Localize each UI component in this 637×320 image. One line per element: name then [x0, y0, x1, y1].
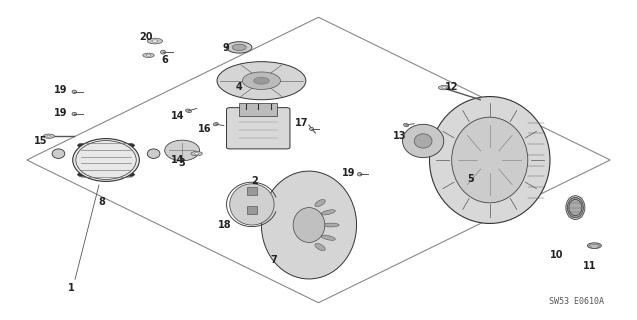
Ellipse shape [429, 97, 550, 223]
Ellipse shape [404, 124, 408, 127]
Ellipse shape [438, 85, 450, 90]
Circle shape [238, 43, 241, 44]
Text: 16: 16 [197, 124, 211, 134]
Ellipse shape [217, 62, 306, 100]
Ellipse shape [194, 153, 199, 155]
Circle shape [78, 173, 85, 177]
Ellipse shape [293, 208, 325, 243]
Circle shape [274, 247, 284, 252]
Text: 11: 11 [583, 261, 597, 271]
Bar [247, 206, 257, 214]
Ellipse shape [452, 117, 528, 203]
Ellipse shape [43, 134, 55, 138]
Ellipse shape [323, 223, 339, 227]
Circle shape [315, 183, 326, 188]
Ellipse shape [72, 112, 76, 116]
Ellipse shape [165, 140, 199, 161]
Ellipse shape [72, 90, 76, 93]
Ellipse shape [185, 109, 191, 113]
Text: 19: 19 [54, 108, 68, 118]
Ellipse shape [357, 172, 362, 176]
FancyBboxPatch shape [227, 108, 290, 149]
Ellipse shape [321, 210, 335, 215]
Ellipse shape [414, 134, 432, 148]
Text: 7: 7 [271, 255, 278, 265]
Bar [247, 187, 257, 195]
Ellipse shape [568, 197, 583, 218]
Circle shape [238, 50, 241, 52]
Circle shape [246, 46, 249, 48]
Ellipse shape [566, 196, 585, 220]
Ellipse shape [254, 77, 269, 84]
Circle shape [427, 149, 434, 153]
Ellipse shape [315, 199, 326, 207]
Ellipse shape [569, 199, 582, 216]
Text: 18: 18 [218, 220, 231, 230]
Circle shape [480, 155, 499, 165]
Circle shape [568, 204, 583, 212]
Circle shape [405, 140, 412, 142]
Ellipse shape [191, 151, 203, 156]
Ellipse shape [310, 127, 313, 131]
Ellipse shape [143, 53, 154, 58]
Circle shape [78, 143, 85, 147]
Circle shape [127, 173, 134, 177]
Ellipse shape [442, 87, 447, 89]
Text: 14: 14 [171, 155, 185, 165]
Circle shape [315, 262, 326, 267]
Ellipse shape [73, 139, 140, 181]
Ellipse shape [47, 135, 51, 137]
Ellipse shape [52, 149, 65, 158]
Text: 1: 1 [68, 284, 75, 293]
Bar [240, 103, 277, 116]
Text: 4: 4 [236, 82, 243, 92]
Circle shape [229, 46, 233, 48]
Text: 12: 12 [445, 82, 459, 92]
Text: 2: 2 [252, 176, 259, 186]
Text: SW53 E0610A: SW53 E0610A [549, 297, 604, 306]
Circle shape [427, 129, 434, 132]
Circle shape [127, 143, 134, 147]
Circle shape [341, 222, 351, 228]
Circle shape [243, 49, 247, 51]
Text: 13: 13 [393, 131, 406, 141]
Ellipse shape [315, 244, 326, 251]
Ellipse shape [243, 72, 280, 89]
Text: 19: 19 [54, 85, 68, 95]
Circle shape [231, 49, 235, 51]
Text: 19: 19 [342, 168, 355, 178]
Text: 8: 8 [98, 197, 105, 207]
Text: 9: 9 [222, 43, 229, 53]
Text: 17: 17 [296, 117, 309, 128]
Circle shape [231, 44, 235, 46]
Circle shape [243, 44, 247, 46]
Ellipse shape [227, 42, 252, 53]
Text: 20: 20 [140, 32, 153, 42]
Ellipse shape [147, 38, 162, 44]
Text: 3: 3 [179, 158, 185, 168]
Ellipse shape [261, 171, 357, 279]
Text: 5: 5 [468, 174, 474, 184]
Ellipse shape [76, 140, 136, 180]
Ellipse shape [161, 50, 166, 54]
Ellipse shape [152, 40, 158, 42]
Ellipse shape [147, 54, 151, 56]
Ellipse shape [213, 123, 218, 126]
Ellipse shape [321, 235, 335, 240]
Ellipse shape [230, 184, 274, 225]
Text: 6: 6 [162, 55, 168, 65]
Ellipse shape [587, 243, 601, 249]
Text: 14: 14 [171, 111, 185, 121]
Text: 10: 10 [550, 250, 563, 260]
Circle shape [274, 198, 284, 203]
Ellipse shape [147, 149, 160, 158]
Text: 15: 15 [34, 136, 48, 146]
Ellipse shape [403, 124, 444, 158]
Ellipse shape [233, 44, 246, 51]
